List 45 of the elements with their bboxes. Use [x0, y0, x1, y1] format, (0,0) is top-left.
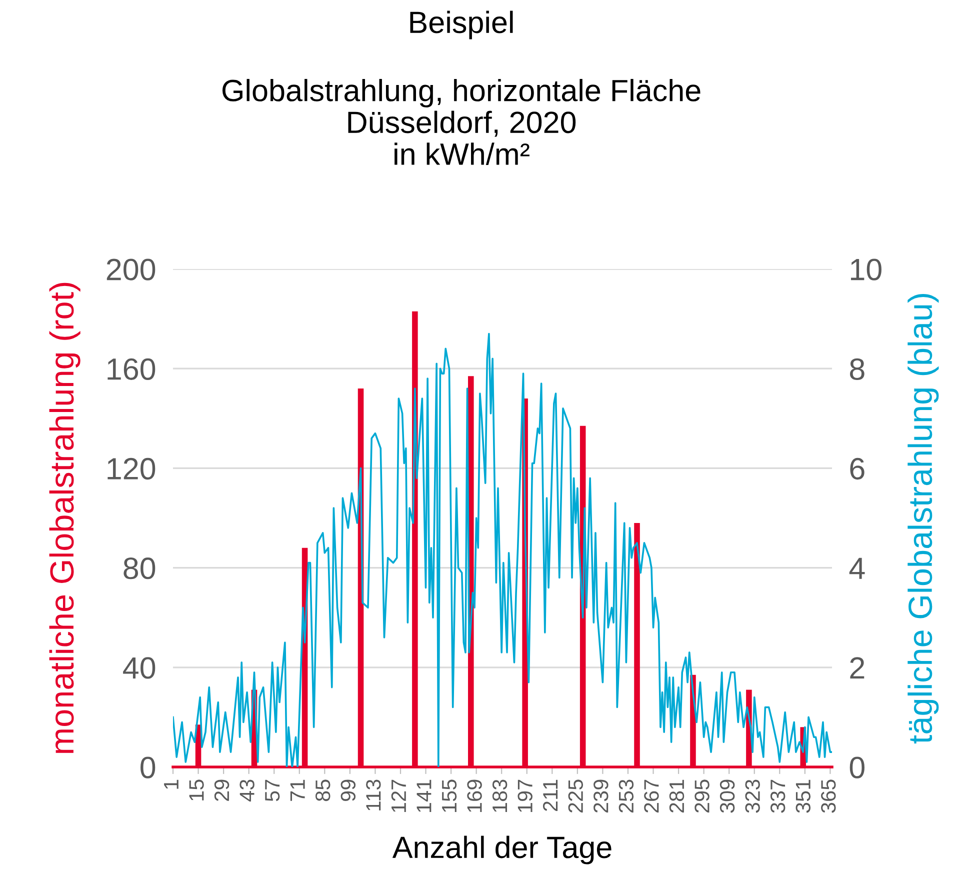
x-tick-label: 267 — [644, 780, 659, 813]
y-axis-title: monatliche Globalstrahlung (rot) — [49, 282, 80, 753]
y-tick-label: 160 — [108, 358, 156, 380]
x-tick-label: 225 — [568, 780, 584, 813]
x-tick-label: 1 — [164, 780, 178, 789]
x-tick-label: 85 — [316, 780, 330, 802]
y-tick-label: 200 — [106, 258, 156, 280]
y2-tick-label: 10 — [850, 258, 882, 280]
y-tick-label: 40 — [123, 657, 156, 679]
x-tick-label: 57 — [265, 780, 280, 802]
x-tick-label: 211 — [542, 780, 558, 811]
x-tick-label: 15 — [189, 780, 204, 800]
x-tick-label: 113 — [366, 780, 381, 810]
x-tick-label: 29 — [214, 780, 230, 801]
x-tick-label: 197 — [518, 780, 532, 812]
chart-subtitle: Globalstrahlung, horizontale Fläche Düsseldorf, 2020 in kWh/m² — [222, 78, 700, 166]
x-tick-label: 295 — [694, 780, 710, 813]
y2-tick-label: 4 — [849, 558, 865, 579]
x-tick-label: 253 — [618, 780, 634, 813]
y2-tick-label: 8 — [850, 358, 864, 380]
chart-title: Beispiel — [410, 10, 513, 40]
x-tick-label: 309 — [720, 780, 735, 813]
y-tick-label: 120 — [108, 458, 156, 480]
x-tick-label: 337 — [770, 780, 786, 813]
x-tick-label: 169 — [467, 780, 482, 812]
x-tick-label: 155 — [442, 780, 457, 812]
x-tick-label: 281 — [669, 780, 684, 813]
y2-axis-title: tägliche Globalstrahlung (blau) — [908, 294, 939, 744]
x-tick-label: 351 — [796, 780, 811, 813]
x-axis-title: Anzahl der Tage — [392, 836, 612, 864]
x-tick-label: 323 — [745, 780, 760, 813]
line-series — [173, 332, 832, 767]
x-tick-label: 71 — [290, 780, 305, 801]
y-tick-label: 0 — [140, 756, 156, 778]
x-tick-label: 141 — [416, 780, 432, 812]
y2-tick-label: 2 — [850, 657, 864, 678]
x-tick-label: 239 — [594, 780, 608, 813]
y2-tick-label: 0 — [850, 756, 864, 778]
y2-tick-label: 6 — [850, 458, 864, 480]
x-tick-label: 43 — [240, 780, 254, 802]
x-tick-label: 183 — [492, 780, 508, 812]
x-tick-label: 127 — [391, 780, 406, 812]
x-tick-label: 99 — [340, 780, 356, 801]
y-tick-label: 80 — [124, 558, 156, 580]
x-tick-label: 365 — [821, 780, 836, 813]
